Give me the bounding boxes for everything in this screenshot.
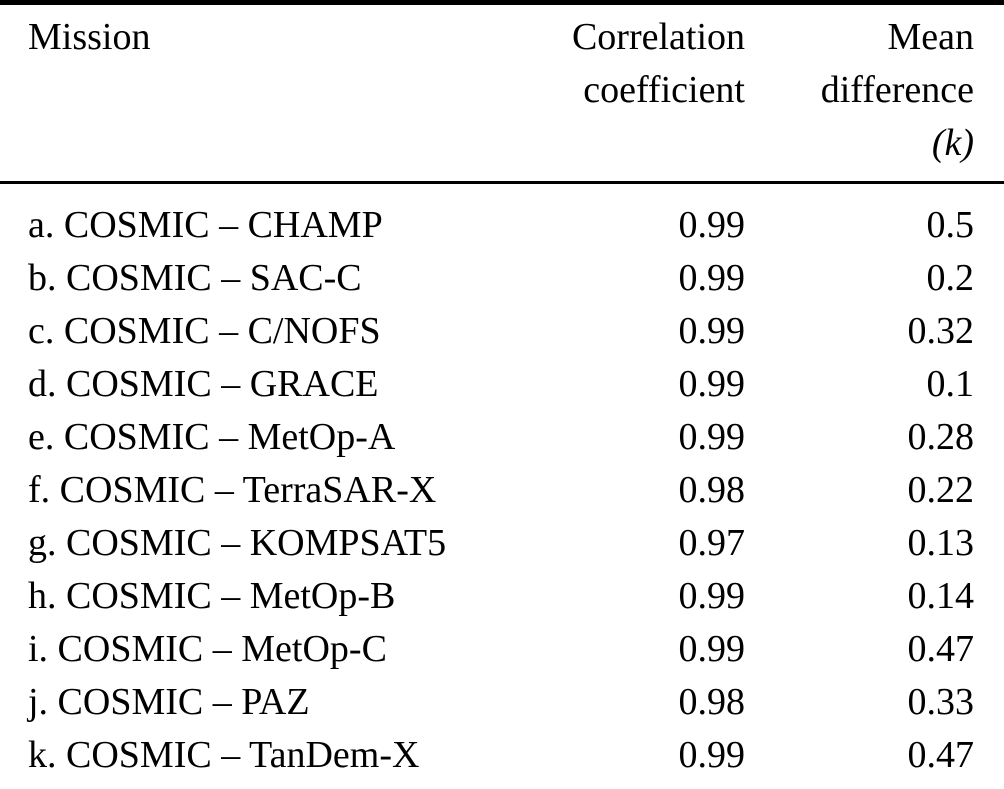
cell-mission: f. COSMIC – TerraSAR-X (28, 469, 437, 511)
cell-mission: c. COSMIC – C/NOFS (28, 310, 381, 352)
cell-mission: k. COSMIC – TanDem-X (28, 734, 420, 776)
table-row: f. COSMIC – TerraSAR-X 0.98 0.22 (0, 464, 1004, 517)
cell-mean-difference: 0.47 (907, 628, 975, 670)
table-row: c. COSMIC – C/NOFS 0.99 0.32 (0, 305, 1004, 358)
cell-mean-difference: 0.22 (907, 469, 975, 511)
cell-mission: g. COSMIC – KOMPSAT5 (28, 522, 447, 564)
table-row: e. COSMIC – MetOp-A 0.99 0.28 (0, 411, 1004, 464)
cell-correlation: 0.99 (678, 575, 746, 617)
header-row: Mission Correlation coefficient Mean dif… (0, 3, 1004, 183)
cell-mission: a. COSMIC – CHAMP (28, 204, 383, 246)
cell-mission: h. COSMIC – MetOp-B (28, 575, 396, 617)
cell-correlation: 0.97 (678, 522, 746, 564)
cell-correlation: 0.99 (678, 257, 746, 299)
cell-correlation: 0.99 (678, 204, 746, 246)
column-header-correlation-line1: Correlation (571, 16, 745, 58)
cell-mean-difference: 0.2 (926, 257, 975, 299)
table-row: j. COSMIC – PAZ 0.98 0.33 (0, 676, 1004, 729)
column-header-correlation-coefficient: Correlation coefficient (520, 3, 746, 183)
cell-correlation: 0.98 (678, 681, 746, 723)
table-row: a. COSMIC – CHAMP 0.99 0.5 (0, 183, 1004, 253)
column-header-mission: Mission (0, 3, 520, 183)
cell-mean-difference: 0.14 (907, 575, 975, 617)
table-row: g. COSMIC – KOMPSAT5 0.97 0.13 (0, 517, 1004, 570)
cell-correlation: 0.99 (678, 734, 746, 776)
column-header-mean-difference-line1: Mean (887, 16, 974, 58)
table-row: b. COSMIC – SAC-C 0.99 0.2 (0, 252, 1004, 305)
column-header-mean-difference-unit-k: (k) (931, 122, 974, 164)
column-header-mission-label: Mission (28, 16, 151, 58)
cell-mean-difference: 0.28 (907, 416, 975, 458)
table-row: i. COSMIC – MetOp-C 0.99 0.47 (0, 623, 1004, 676)
cell-correlation: 0.99 (678, 310, 746, 352)
cell-mean-difference: 0.47 (907, 734, 975, 776)
cell-mean-difference: 0.13 (907, 522, 975, 564)
cell-mission: e. COSMIC – MetOp-A (28, 416, 396, 458)
cell-correlation: 0.98 (678, 469, 746, 511)
cell-correlation: 0.99 (678, 628, 746, 670)
cell-mission: b. COSMIC – SAC-C (28, 257, 362, 299)
cell-correlation: 0.99 (678, 363, 746, 405)
cell-mean-difference: 0.33 (907, 681, 975, 723)
cell-mean-difference: 0.1 (926, 363, 975, 405)
table-row: h. COSMIC – MetOp-B 0.99 0.14 (0, 570, 1004, 623)
cell-mission: i. COSMIC – MetOp-C (28, 628, 387, 670)
cell-mission: j. COSMIC – PAZ (28, 681, 310, 723)
cell-correlation: 0.99 (678, 416, 746, 458)
table-row: k. COSMIC – TanDem-X 0.99 0.47 (0, 729, 1004, 789)
cell-mean-difference: 0.5 (926, 204, 975, 246)
column-header-mean-difference-line2: difference (820, 69, 974, 111)
cell-mission: d. COSMIC – GRACE (28, 363, 379, 405)
table-row: d. COSMIC – GRACE 0.99 0.1 (0, 358, 1004, 411)
column-header-mean-difference: Mean difference (k) (746, 3, 1004, 183)
column-header-correlation-line2: coefficient (583, 69, 745, 111)
cell-mean-difference: 0.32 (907, 310, 975, 352)
